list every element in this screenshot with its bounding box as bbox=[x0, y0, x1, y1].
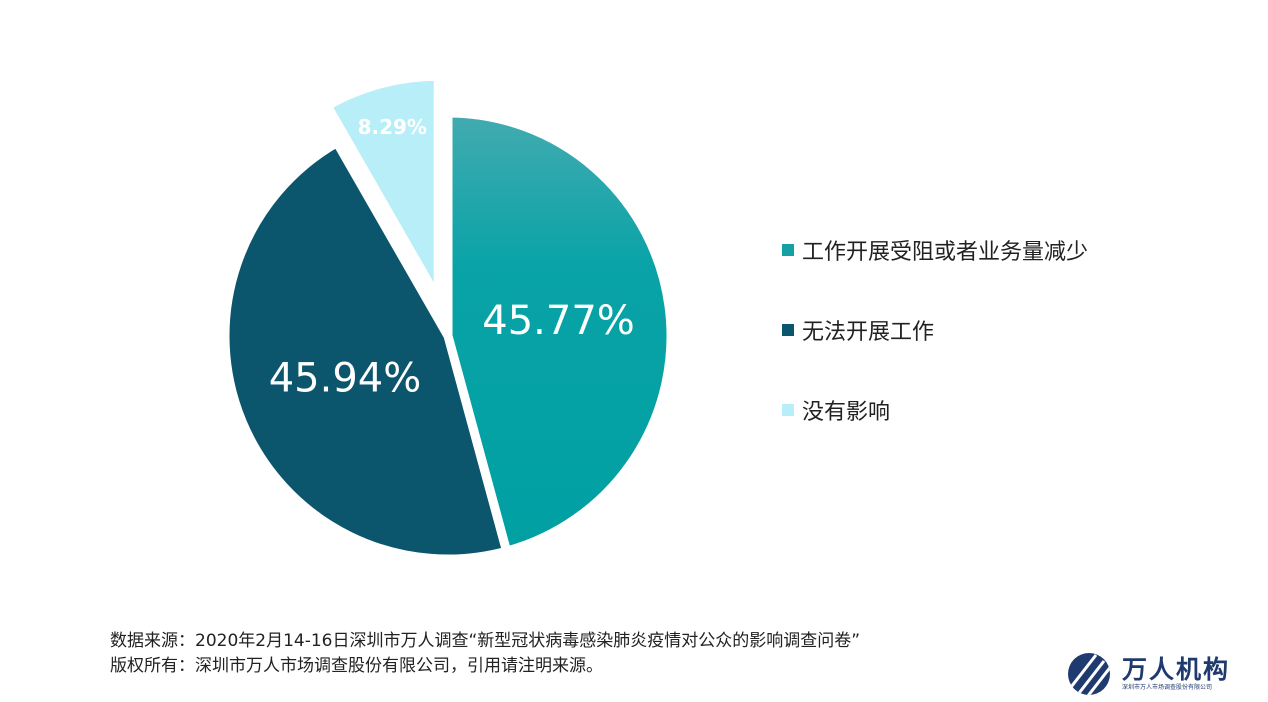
slice-value-label: 45.94% bbox=[269, 356, 422, 402]
company-logo: 万人机构 深圳市万人市场调查股份有限公司 bbox=[1066, 650, 1242, 698]
chart-legend: 工作开展受阻或者业务量减少 无法开展工作 没有影响 bbox=[782, 232, 1222, 472]
legend-item: 工作开展受阻或者业务量减少 bbox=[782, 232, 1222, 268]
slice-value-label: 8.29% bbox=[358, 115, 427, 139]
legend-item: 没有影响 bbox=[782, 392, 1222, 428]
pie-slice bbox=[220, 138, 512, 564]
copyright-note: 版权所有：深圳市万人市场调查股份有限公司，引用请注明来源。 bbox=[110, 656, 603, 676]
legend-swatch bbox=[782, 324, 794, 336]
pie-slice bbox=[322, 71, 443, 304]
data-source-note: 数据来源：2020年2月14-16日深圳市万人调查“新型冠状病毒感染肺炎疫情对公… bbox=[110, 631, 861, 651]
legend-swatch bbox=[782, 404, 794, 416]
legend-label: 无法开展工作 bbox=[802, 320, 935, 345]
legend-label: 工作开展受阻或者业务量减少 bbox=[802, 240, 1089, 265]
logo-subtitle: 深圳市万人市场调查股份有限公司 bbox=[1122, 684, 1213, 691]
pie-slice bbox=[443, 108, 676, 556]
legend-swatch bbox=[782, 244, 794, 256]
footer-notes: 数据来源：2020年2月14-16日深圳市万人调查“新型冠状病毒感染肺炎疫情对公… bbox=[110, 629, 860, 679]
stripe-circle-logo-icon bbox=[1068, 653, 1110, 695]
legend-label: 没有影响 bbox=[802, 400, 891, 425]
legend-item: 无法开展工作 bbox=[782, 312, 1222, 348]
logo-title: 万人机构 bbox=[1122, 655, 1231, 684]
slice-value-label: 45.77% bbox=[482, 298, 635, 344]
pie-chart: 45.77% 45.94% 8.29% bbox=[220, 71, 676, 564]
